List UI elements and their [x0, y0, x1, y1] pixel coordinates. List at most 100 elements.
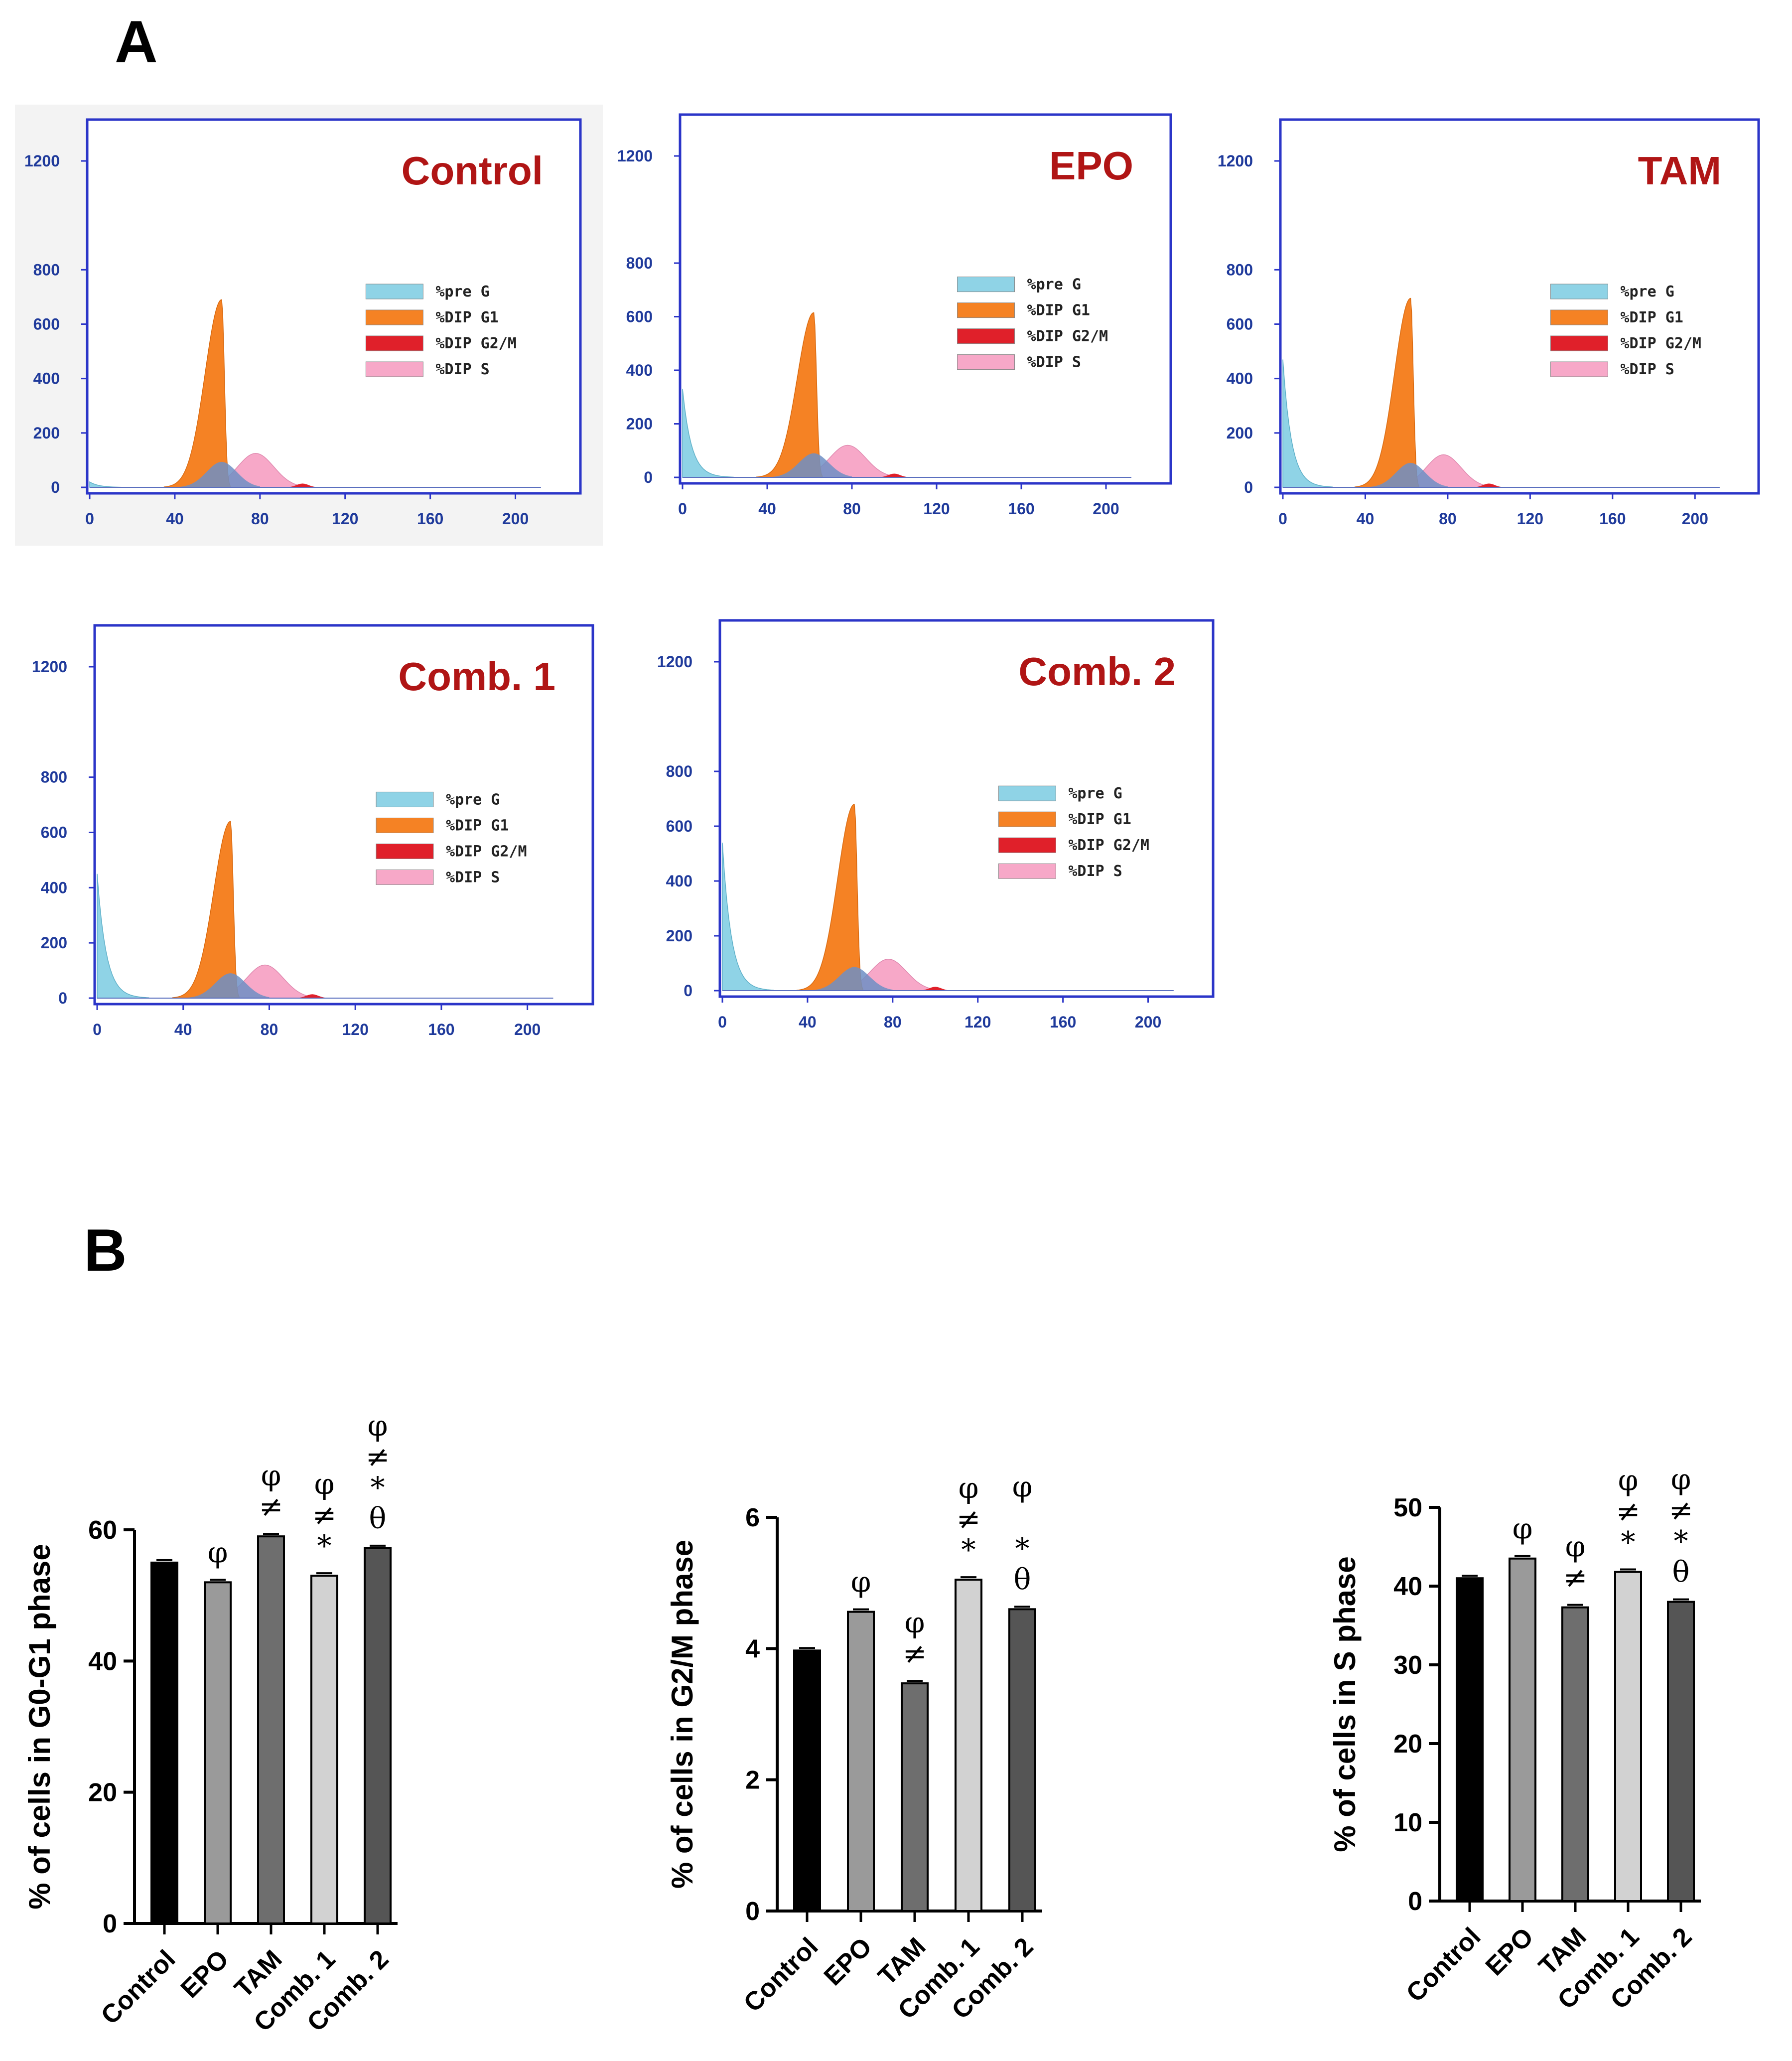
- x-tick-label: 160: [1050, 1013, 1076, 1031]
- legend-swatch-dip-s: [1550, 361, 1608, 377]
- y-tick-label: 200: [1227, 424, 1253, 442]
- legend-swatch-dip-g2-m: [998, 837, 1056, 853]
- pre-g-area: [682, 389, 734, 478]
- legend-swatch-pre-g: [998, 785, 1056, 801]
- x-tick-label: 0: [718, 1013, 727, 1031]
- x-tick-label: 80: [884, 1013, 902, 1031]
- x-tick-label: 200: [514, 1021, 541, 1038]
- x-tick-label: 0: [93, 1021, 102, 1038]
- significance-mark: φ: [905, 1606, 925, 1639]
- histogram-title: EPO: [1049, 144, 1133, 188]
- overlap-area: [172, 973, 270, 998]
- x-tick-label: 0: [85, 510, 94, 528]
- significance-mark: *: [962, 1533, 976, 1567]
- histogram-title: TAM: [1638, 148, 1721, 193]
- x-tick-label: 0: [1278, 510, 1287, 528]
- legend-label-dip-s: %DIP S: [435, 361, 489, 378]
- legend-label-pre-g: %pre G: [435, 283, 489, 300]
- y-tick-label: 1200: [657, 653, 692, 671]
- significance-mark: θ: [1672, 1555, 1690, 1589]
- x-tick-label: 160: [1599, 510, 1626, 528]
- y-tick-label: 800: [666, 762, 692, 780]
- y-tick-label: 1200: [617, 147, 653, 165]
- legend-swatch-dip-g2-m: [376, 843, 434, 859]
- legend-label-dip-g2-m: %DIP G2/M: [1068, 837, 1149, 854]
- x-tick-label: 40: [758, 500, 776, 518]
- significance-mark: θ: [1014, 1562, 1031, 1596]
- significance-mark: ≠: [259, 1489, 283, 1523]
- legend-label-dip-s: %DIP S: [1027, 354, 1081, 371]
- g2m-area: [877, 473, 911, 477]
- category-label-epo: EPO: [175, 1944, 235, 2004]
- legend-swatch-dip-g2-m: [1550, 335, 1608, 351]
- legend-swatch-pre-g: [1550, 284, 1608, 299]
- x-tick-label: 120: [332, 510, 358, 528]
- plot-frame: [718, 619, 1215, 998]
- significance-mark: φ: [959, 1471, 979, 1505]
- legend-swatch-pre-g: [365, 284, 423, 299]
- significance-mark: *: [371, 1471, 385, 1504]
- panel-a-label: A: [115, 8, 158, 75]
- pre-g-area: [97, 874, 149, 999]
- significance-mark: ≠: [1563, 1561, 1588, 1595]
- legend-label-dip-g1: %DIP G1: [1620, 309, 1683, 326]
- x-tick-label: 200: [1682, 510, 1708, 528]
- y-tick-label: 800: [33, 261, 60, 279]
- significance-mark: φ: [1565, 1530, 1586, 1564]
- y-axis-label: % of cells in G2/M phase: [666, 1540, 699, 1889]
- legend-label-dip-g2-m: %DIP G2/M: [435, 335, 517, 352]
- x-tick-label: 200: [1135, 1013, 1161, 1031]
- y-tick-label: 30: [1393, 1651, 1422, 1680]
- significance-mark: ≠: [1669, 1493, 1693, 1527]
- legend-swatch-dip-g2-m: [957, 328, 1015, 344]
- bar-chart-of-cells-in-g0-g1-phase: 0 20 40 60 % of cells in G0-G1 phase ControlE…: [23, 1409, 398, 2038]
- y-tick-label: 1200: [32, 658, 67, 676]
- bar-tam: [1561, 1606, 1589, 1902]
- bar-epo: [1509, 1557, 1536, 1902]
- x-tick-label: 40: [166, 510, 184, 528]
- y-tick-label: 4: [745, 1634, 760, 1663]
- legend-swatch-pre-g: [957, 277, 1015, 293]
- bar-control: [150, 1561, 178, 1924]
- g1-area: [1355, 297, 1419, 488]
- significance-mark: ≠: [312, 1498, 337, 1532]
- bar-tam: [901, 1682, 929, 1913]
- legend-label-dip-g1: %DIP G1: [1027, 302, 1090, 319]
- legend-label-dip-s: %DIP S: [1620, 361, 1674, 378]
- histogram-title: Comb. 2: [1018, 649, 1176, 694]
- y-tick-label: 0: [103, 1910, 117, 1938]
- y-tick-label: 6: [745, 1503, 760, 1532]
- y-tick-label: 600: [33, 315, 60, 333]
- legend-swatch-dip-s: [376, 869, 434, 885]
- significance-mark: φ: [261, 1459, 281, 1492]
- x-tick-label: 160: [417, 510, 443, 528]
- x-tick-label: 40: [1357, 510, 1375, 528]
- legend-label-pre-g: %pre G: [1027, 276, 1081, 294]
- x-tick-label: 80: [261, 1021, 278, 1038]
- legend-label-dip-g1: %DIP G1: [446, 817, 509, 834]
- histogram-tam: 0 200 400 600 800 1200 0 40 80 120 160 200 TAM %pre G…: [1218, 118, 1760, 528]
- bar-chart-of-cells-in-s-phase: 0 10 20 30 40 50 % of cells in S phase ControlE…: [1328, 1463, 1701, 2015]
- significance-mark: ≠: [366, 1440, 390, 1473]
- legend-swatch-dip-g1: [365, 309, 423, 325]
- histogram-epo: 0 200 400 600 800 1200 0 40 80 120 160 200 EPO %pre G…: [617, 113, 1172, 518]
- legend-label-dip-s: %DIP S: [1068, 863, 1122, 880]
- y-tick-label: 50: [1393, 1493, 1422, 1522]
- overlap-area: [756, 453, 852, 477]
- overlap-area: [164, 461, 260, 487]
- bar-tam: [257, 1535, 285, 1925]
- y-tick-label: 400: [1227, 370, 1253, 388]
- bar-comb-1: [310, 1575, 338, 1925]
- legend-swatch-dip-s: [365, 361, 423, 377]
- significance-mark: φ: [1618, 1464, 1639, 1497]
- y-tick-label: 800: [41, 768, 67, 786]
- x-tick-label: 120: [923, 500, 950, 518]
- legend-label-dip-g2-m: %DIP G2/M: [446, 843, 527, 860]
- plot-frame: [86, 118, 582, 495]
- significance-mark: φ: [1513, 1512, 1533, 1546]
- overlap-area: [1355, 462, 1448, 487]
- y-tick-label: 200: [33, 424, 60, 442]
- overlap-area: [797, 967, 893, 991]
- y-tick-label: 400: [666, 872, 692, 890]
- bar-comb-1: [955, 1579, 982, 1912]
